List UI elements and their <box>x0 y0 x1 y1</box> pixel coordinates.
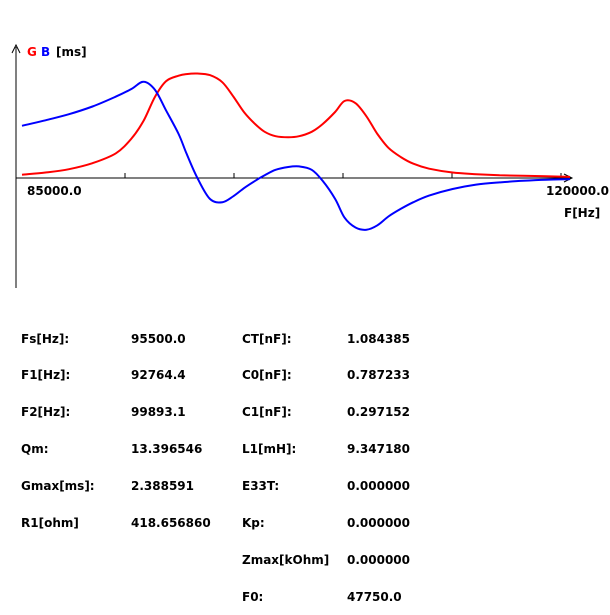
param-label-ct: CT[nF]: <box>242 331 292 346</box>
param-value-qm: 13.396546 <box>131 442 203 457</box>
param-label-f0: F0: <box>242 589 264 604</box>
param-value-r1: 418.656860 <box>131 516 211 531</box>
param-value-f2: 99893.1 <box>131 405 186 420</box>
x-start-label: 85000.0 <box>27 184 82 198</box>
param-label-l1: L1[mH]: <box>242 442 297 457</box>
param-label-qm: Qm: <box>21 442 49 457</box>
series-layer <box>21 72 571 231</box>
param-value-f0: 47750.0 <box>347 589 402 604</box>
param-value-c0: 0.787233 <box>347 368 411 383</box>
param-value-kp: 0.000000 <box>347 516 411 531</box>
param-value-zmax: 0.000000 <box>347 552 411 567</box>
param-value-ct: 1.084385 <box>347 331 411 346</box>
series-g-line <box>21 72 571 178</box>
y-label-unit: [ms] <box>56 45 87 59</box>
param-label-f1: F1[Hz]: <box>21 368 71 383</box>
param-labels-col1: Fs[Hz]: F1[Hz]: F2[Hz]: Qm: Gmax[ms]: R1… <box>21 308 95 542</box>
param-label-r1: R1[ohm] <box>21 516 79 531</box>
param-label-zmax: Zmax[kOhm] <box>242 552 330 567</box>
y-label-b: B <box>41 45 50 59</box>
param-value-f1: 92764.4 <box>131 368 186 383</box>
series-b-line <box>21 80 571 231</box>
param-value-l1: 9.347180 <box>347 442 411 457</box>
x-axis-arrow <box>563 173 574 183</box>
impedance-plot: G B [ms] 85000.0 120000.0 F[Hz] <box>11 43 609 288</box>
param-value-e33t: 0.000000 <box>347 479 411 494</box>
y-axis-arrow <box>11 43 21 54</box>
param-value-c1: 0.297152 <box>347 405 411 420</box>
x-end-label: 120000.0 <box>546 184 609 198</box>
x-axis-label: F[Hz] <box>564 206 600 220</box>
param-label-c0: C0[nF]: <box>242 368 292 383</box>
param-label-gmax: Gmax[ms]: <box>21 479 95 494</box>
param-label-f2: F2[Hz]: <box>21 405 71 420</box>
y-label-g: G <box>27 45 37 59</box>
param-label-fs: Fs[Hz]: <box>21 331 70 346</box>
param-label-kp: Kp: <box>242 516 265 531</box>
param-label-e33t: E33T: <box>242 479 280 494</box>
param-values-col1: 95500.0 92764.4 99893.1 13.396546 2.3885… <box>131 308 211 542</box>
param-label-c1: C1[nF]: <box>242 405 292 420</box>
param-value-fs: 95500.0 <box>131 331 186 346</box>
param-value-gmax: 2.388591 <box>131 479 195 494</box>
